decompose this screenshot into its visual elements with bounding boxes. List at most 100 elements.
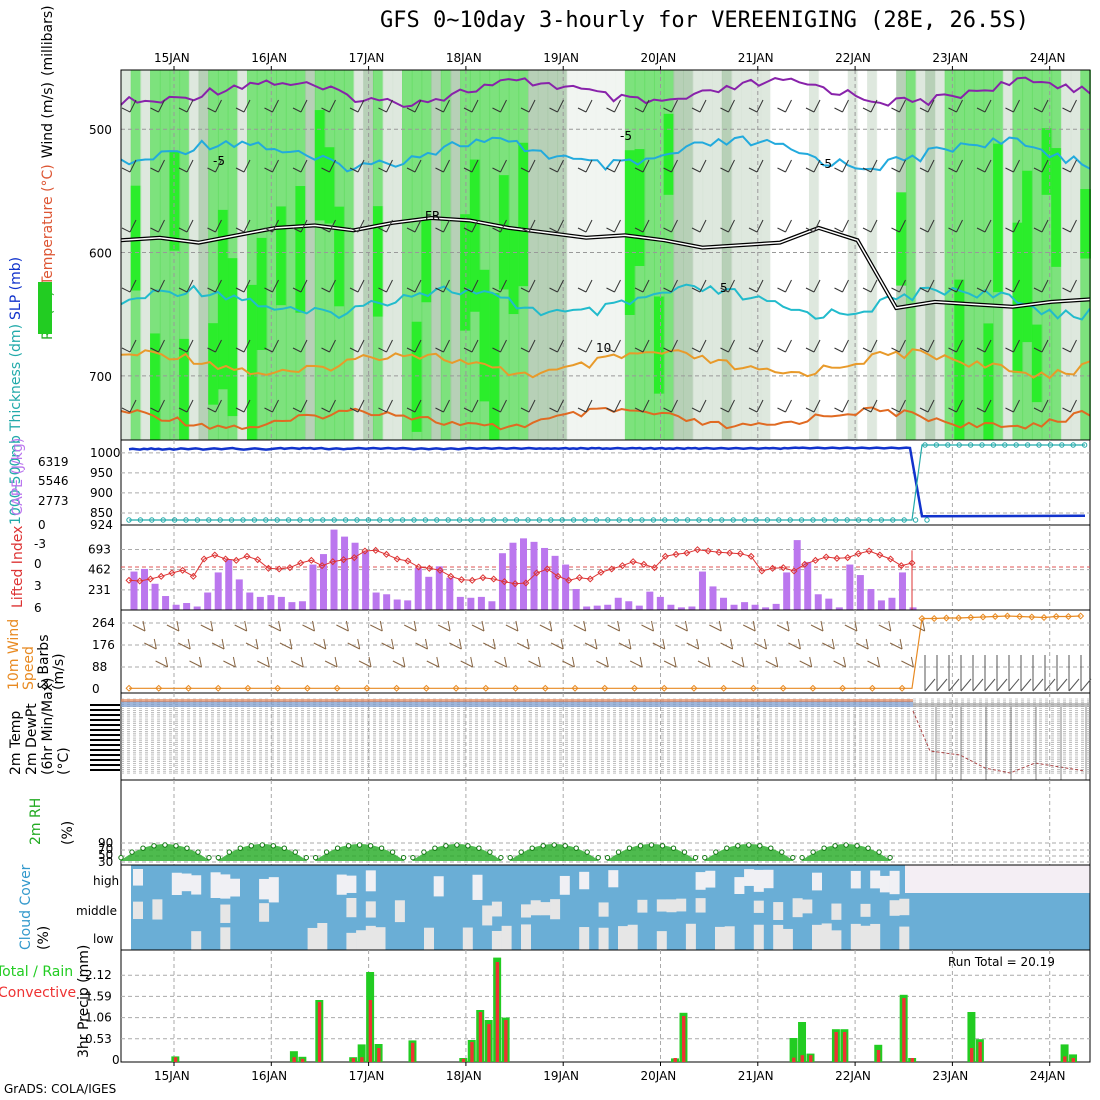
wind-barb-flag — [922, 620, 926, 632]
wind-barb-flag — [805, 407, 815, 413]
wind-barb-flag — [748, 407, 758, 413]
wind-barb — [889, 642, 903, 650]
wind-ylabel: 10m WindSpeed& Barbs(m/s) — [6, 619, 67, 690]
rh-point — [551, 842, 557, 848]
rh-column — [663, 70, 675, 440]
wind-barb-flag — [463, 227, 473, 233]
surface-wind-barbs — [132, 620, 1092, 692]
wind-speed-point — [967, 613, 975, 622]
rh-point — [713, 849, 719, 855]
cape-bar — [172, 604, 180, 610]
wind-barb — [336, 624, 349, 632]
rh-column — [140, 70, 152, 440]
wind-speed-point — [660, 684, 668, 692]
wind-barb-flag — [752, 620, 756, 632]
x-date-label-bottom: 17JAN — [349, 1069, 385, 1083]
wind-barb — [728, 159, 735, 173]
wind-barb — [300, 219, 308, 233]
precip-conv-bar — [673, 1058, 677, 1062]
wind-barb-flag — [748, 287, 758, 293]
precip-conv-bar — [809, 1055, 813, 1062]
wind-barb-flag — [748, 347, 758, 353]
wind-barb-flag — [321, 167, 330, 173]
wind-barb — [528, 99, 536, 113]
cape-bar — [130, 571, 138, 610]
wind-barb — [1070, 279, 1077, 293]
wind-barb-flag — [691, 107, 701, 113]
wind-barb-flag — [292, 287, 302, 293]
wind-barb-flag — [1005, 347, 1014, 353]
wind-barb-flag — [1033, 287, 1043, 293]
wind-barb-flag — [919, 407, 929, 413]
wind-barb-flag — [976, 287, 986, 293]
x-date-label-bottom: 19JAN — [543, 1069, 579, 1083]
wind-barb-flag — [321, 347, 330, 353]
temp-contour-15 — [120, 406, 1091, 431]
wind-barb-flag — [948, 167, 957, 173]
cape-bar — [551, 555, 559, 610]
cape-bar — [319, 554, 327, 610]
thickness-point — [525, 517, 531, 523]
wind-barb — [562, 660, 575, 668]
wind-barb-flag — [520, 347, 530, 353]
wind-barb-flag — [691, 227, 701, 233]
rh-core — [993, 143, 1004, 293]
y-tick-label: 600 — [89, 247, 112, 261]
wind-barb-flag — [549, 167, 558, 173]
wind-barb-flag — [549, 287, 558, 293]
thickness-point — [536, 517, 543, 523]
wind-barb-flag — [289, 638, 293, 650]
wind-barb-flag — [805, 167, 815, 173]
cape-bar — [709, 586, 717, 610]
wind-barb-flag — [292, 107, 302, 113]
wind-barb — [652, 642, 666, 650]
wind-barb — [956, 159, 963, 173]
rh-core — [324, 147, 336, 224]
rh-point — [498, 854, 504, 861]
wind-barb-flag — [862, 287, 872, 293]
cloud-gap — [812, 872, 822, 891]
wind-barb — [785, 399, 792, 413]
wind-barb-flag — [809, 656, 813, 668]
ylabel-part: CAPE (J/kg) — [10, 438, 26, 516]
precip-conv-bar — [682, 1016, 686, 1062]
thickness-point — [810, 517, 816, 523]
wind-barb-flag — [834, 347, 843, 353]
cape-bar — [793, 540, 801, 610]
wind-barb — [855, 642, 869, 650]
thickness-point — [502, 517, 508, 523]
rh-point — [421, 849, 427, 855]
wind-barb-flag — [741, 656, 745, 668]
cloud-gap — [191, 931, 202, 950]
rh-column — [537, 70, 549, 440]
lifted-index-point — [758, 567, 766, 575]
wind-barb — [1013, 339, 1020, 353]
cloud-gap — [773, 924, 784, 950]
wind-barb-flag — [1033, 167, 1043, 173]
wind-barb — [557, 399, 564, 413]
lifted-index-point — [350, 554, 358, 562]
wind-speed-point — [571, 684, 579, 692]
wind-barb — [899, 399, 906, 413]
y-tick-label: 700 — [89, 370, 112, 384]
wind-barb — [756, 339, 764, 353]
rh-core — [498, 175, 510, 290]
wind-barb-flag — [391, 638, 395, 650]
thickness-point — [990, 442, 997, 448]
thickness-point — [650, 517, 657, 523]
cloud-gap — [375, 927, 386, 950]
lifted-index-point — [897, 562, 905, 570]
rh-column — [973, 70, 985, 440]
rh-column — [789, 70, 801, 440]
wind-barb-flag — [663, 167, 672, 173]
cape-bar — [193, 606, 201, 610]
li-tick-label: 0 — [34, 557, 42, 571]
wind-barb-flag — [150, 407, 159, 413]
wind-barb — [528, 399, 536, 413]
wind-barb — [414, 219, 422, 233]
wind-barb — [699, 399, 707, 413]
wind-barb-flag — [663, 287, 672, 293]
cape-bar — [488, 601, 496, 610]
wind-barb-flag — [748, 227, 758, 233]
wind-barb — [709, 624, 722, 632]
